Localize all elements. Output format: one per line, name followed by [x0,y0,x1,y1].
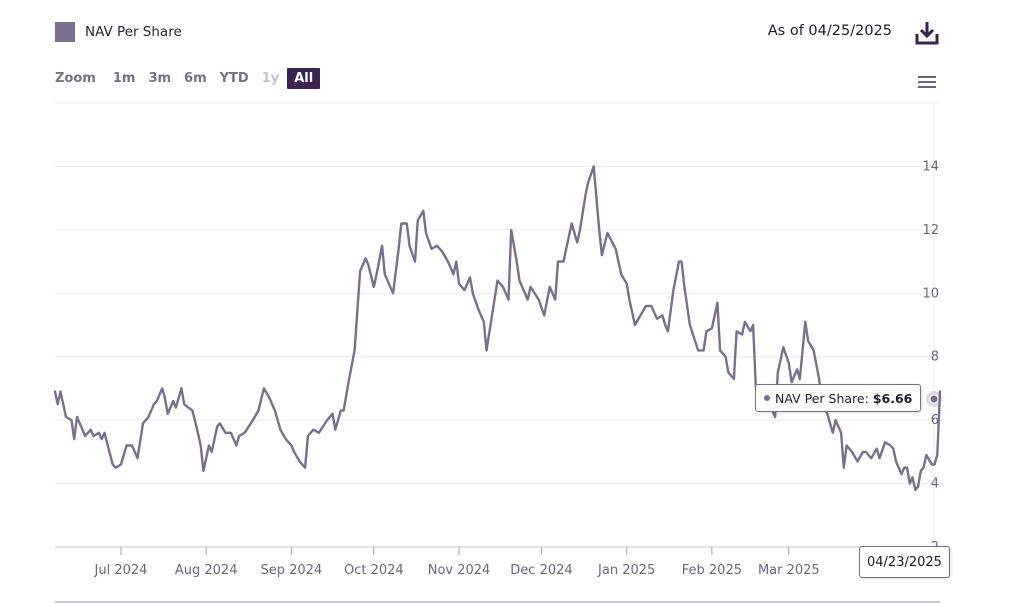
range-button-3m[interactable]: 3m [148,71,172,86]
range-button-all[interactable]: All [287,68,321,89]
x-tick-label: Feb 2025 [682,563,742,578]
range-button-1y[interactable]: 1y [261,71,280,86]
data-tooltip: NAV Per Share: $6.66 [755,384,922,412]
range-selector: Zoom 1m 3m 6m YTD 1y All [55,68,323,89]
as-of-date: As of 04/25/2025 [767,23,892,39]
range-button-6m[interactable]: 6m [184,71,207,86]
x-tick-label: Jan 2025 [597,563,655,578]
tooltip-value: $6.66 [872,390,913,406]
y-tick-label: 6 [931,413,939,428]
hamburger-menu-icon [918,76,936,88]
hover-point [929,394,939,404]
crosshair-date-label: 04/23/2025 [859,546,950,578]
x-tick-label: Jul 2024 [94,563,148,578]
y-tick-label: 14 [922,159,939,174]
chart-menu-button[interactable] [916,73,938,91]
series-line [53,165,942,492]
chart-legend[interactable]: NAV Per Share [55,22,182,42]
series-group [53,165,942,492]
y-tick-label: 10 [922,286,939,301]
x-axis: Jul 2024 Aug 2024 Sep 2024 Oct 2024 Nov 2024… [55,546,940,603]
tooltip-series: NAV Per Share: [775,390,869,406]
range-button-ytd[interactable]: YTD [219,71,249,86]
legend-label: NAV Per Share [85,24,182,40]
tooltip-dot [764,395,770,401]
x-tick-label: Oct 2024 [344,563,404,578]
x-tick-label: Mar 2025 [758,563,820,578]
y-tick-label: 4 [931,477,939,492]
legend-swatch [55,22,75,42]
download-button[interactable] [913,19,941,47]
range-button-1m[interactable]: 1m [112,71,136,86]
x-tick-label: Aug 2024 [175,563,238,578]
x-tick-label: Nov 2024 [428,563,491,578]
download-icon [915,22,939,45]
y-tick-label: 8 [931,350,939,365]
zoom-label: Zoom [55,71,96,86]
grid-lines [55,102,940,547]
x-tick-label: Dec 2024 [510,563,572,578]
x-tick-label: Sep 2024 [261,563,323,578]
hover-group [926,391,942,407]
y-tick-label: 12 [922,223,939,238]
